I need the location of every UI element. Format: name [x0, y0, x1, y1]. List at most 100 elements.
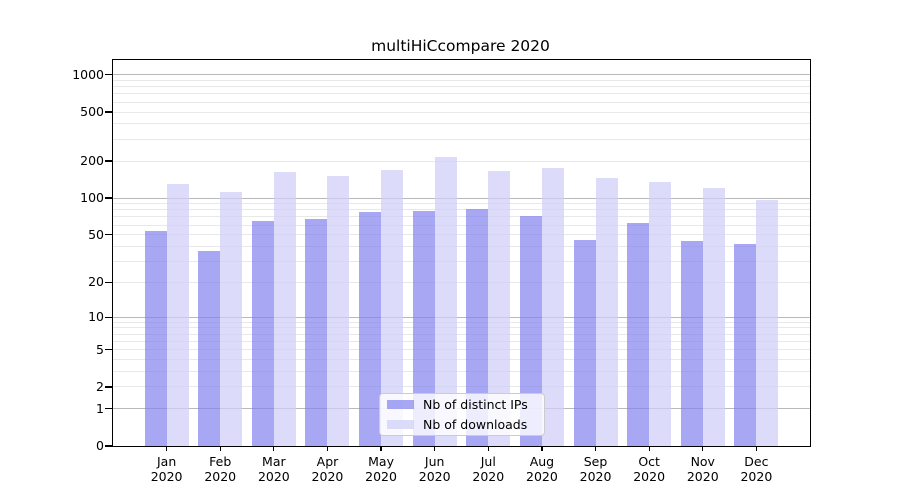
bar-ips-nov — [680, 241, 703, 446]
bar-ips-dec — [734, 243, 757, 446]
bar-downloads-dec — [756, 199, 779, 446]
gridline-minor — [113, 281, 810, 283]
bar-downloads-mar — [273, 172, 296, 446]
x-tick-month: Oct — [638, 454, 660, 469]
y-tick-label: 0 — [96, 438, 104, 453]
gridline-minor — [113, 93, 810, 95]
y-tick-label: 20 — [88, 274, 104, 290]
x-tick-mark — [434, 446, 436, 451]
x-tick-month: Mar — [262, 454, 286, 469]
y-tick-label: 500 — [80, 104, 104, 119]
y-tick-mark — [105, 349, 112, 351]
x-tick-label-jul: Jul 2020 — [460, 454, 516, 484]
gridline-minor — [113, 327, 810, 329]
y-tick-label: 100 — [80, 190, 104, 206]
x-tick-year: 2020 — [257, 469, 290, 484]
x-tick-mark — [273, 446, 275, 451]
x-tick-mark — [487, 446, 489, 451]
bar-ips-jan — [144, 230, 167, 446]
gridline-minor — [113, 160, 810, 162]
bar-downloads-oct — [649, 182, 672, 446]
gridline-minor — [113, 138, 810, 140]
y-tick-mark — [105, 234, 112, 236]
gridline-minor — [113, 261, 810, 262]
x-tick-year: 2020 — [418, 469, 451, 484]
x-tick-label-dec: Dec 2020 — [728, 454, 784, 484]
legend-label-downloads: Nb of downloads — [423, 417, 528, 432]
y-tick-mark — [105, 386, 112, 388]
plot-area: 1000 500 200 100 50 20 10 5 2 1 0 Jan 2020 Feb 2020 Mar… — [72, 59, 811, 484]
bar-ips-oct — [627, 222, 650, 446]
gridline-minor — [113, 386, 810, 388]
x-tick-month: Jan — [156, 454, 177, 469]
y-tick-mark — [105, 197, 112, 199]
x-tick-month: Jun — [424, 454, 445, 469]
gridline-major — [113, 197, 810, 199]
x-tick-mark — [219, 446, 221, 451]
legend-item-downloads: Nb of downloads — [387, 416, 537, 433]
x-tick-year: 2020 — [686, 469, 719, 484]
x-tick-year: 2020 — [579, 469, 612, 484]
bar-ips-may — [359, 211, 382, 446]
x-tick-year: 2020 — [740, 469, 773, 484]
y-tick-label: 1000 — [72, 66, 104, 82]
x-tick-month: Apr — [316, 454, 339, 469]
legend-swatch-distinct-ips — [387, 400, 414, 409]
gridline-major — [113, 74, 810, 76]
bar-downloads-aug — [541, 167, 564, 446]
bar-downloads-feb — [220, 192, 243, 446]
y-tick-label: 10 — [88, 309, 104, 325]
y-tick-mark — [105, 408, 112, 410]
bar-ips-mar — [251, 220, 274, 446]
gridline-minor — [113, 234, 810, 236]
x-tick-month: Aug — [529, 454, 555, 469]
gridline-minor — [113, 203, 810, 205]
x-tick-year: 2020 — [204, 469, 237, 484]
x-tick-label-nov: Nov 2020 — [675, 454, 731, 484]
legend: Nb of distinct IPs Nb of downloads — [379, 393, 545, 436]
bar-downloads-may — [381, 169, 404, 446]
x-tick-month: Dec — [744, 454, 769, 469]
gridline-minor — [113, 359, 810, 361]
x-tick-label-oct: Oct 2020 — [621, 454, 677, 484]
x-tick-label-sep: Sep 2020 — [568, 454, 624, 484]
x-tick-mark — [380, 446, 382, 451]
bar-ips-sep — [573, 240, 596, 446]
gridline-minor — [113, 321, 810, 323]
legend-swatch-downloads — [387, 420, 414, 429]
x-tick-month: Sep — [583, 454, 608, 469]
x-tick-label-mar: Mar 2020 — [246, 454, 302, 484]
x-tick-mark — [166, 446, 168, 451]
x-tick-month: Nov — [690, 454, 715, 469]
bar-ips-feb — [198, 250, 221, 446]
bar-downloads-nov — [702, 187, 725, 446]
bar-downloads-jan — [166, 184, 189, 446]
x-tick-mark — [702, 446, 704, 451]
gridline-minor — [113, 111, 810, 113]
x-tick-label-jan: Jan 2020 — [139, 454, 195, 484]
chart-title: multiHiCcompare 2020 — [371, 37, 550, 55]
legend-item-distinct-ips: Nb of distinct IPs — [387, 396, 537, 413]
y-tick-mark — [105, 160, 112, 162]
x-tick-label-feb: Feb 2020 — [192, 454, 248, 484]
gridline-minor — [113, 216, 810, 218]
gridline-minor — [113, 333, 810, 335]
gridline-minor — [113, 224, 810, 226]
x-tick-mark — [541, 446, 543, 451]
gridline-minor — [113, 101, 810, 103]
x-tick-year: 2020 — [633, 469, 666, 484]
gridline-minor — [113, 123, 810, 125]
y-tick-label: 200 — [80, 153, 104, 169]
bar-downloads-jun — [434, 156, 457, 446]
x-tick-year: 2020 — [150, 469, 183, 484]
x-tick-year: 2020 — [472, 469, 505, 484]
y-tick-label: 1 — [96, 400, 104, 416]
gridline-minor — [113, 79, 810, 81]
x-tick-mark — [326, 446, 329, 451]
x-tick-label-aug: Aug 2020 — [514, 454, 570, 484]
x-tick-mark — [648, 446, 650, 451]
y-tick-label: 5 — [96, 341, 104, 357]
y-tick-mark — [105, 281, 112, 284]
y-tick-mark — [105, 111, 112, 113]
